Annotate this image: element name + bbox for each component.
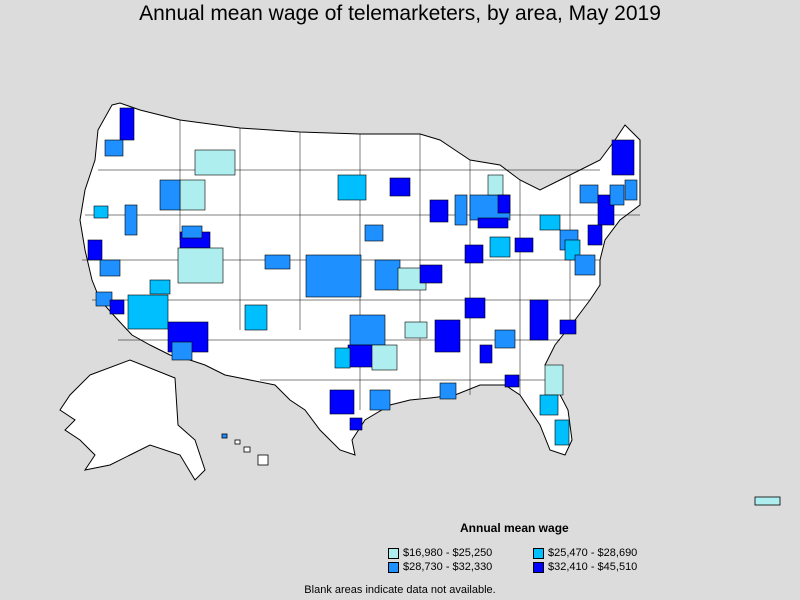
legend-item-4: $32,410 - $45,510 (533, 561, 637, 573)
footnote: Blank areas indicate data not available. (304, 584, 496, 596)
legend-label-4: $32,410 - $45,510 (548, 561, 638, 573)
legend-swatch-2 (533, 547, 544, 559)
legend-title: Annual mean wage (460, 521, 569, 535)
legend-swatch-4 (533, 561, 544, 573)
legend-label-3: $28,730 - $32,330 (403, 561, 493, 573)
map-title: Annual mean wage of telemarketers, by ar… (139, 2, 661, 25)
legend-swatch-3 (388, 561, 399, 573)
legend-item-2: $25,470 - $28,690 (533, 547, 637, 559)
legend-label-2: $25,470 - $28,690 (548, 547, 638, 559)
area-polygons (87, 107, 638, 446)
hawaii-shape (221, 433, 269, 466)
legend-swatch-1 (388, 547, 399, 559)
legend-label-1: $16,980 - $25,250 (403, 547, 493, 559)
legend-item-3: $28,730 - $32,330 (388, 561, 492, 573)
puerto-rico-shape (754, 496, 781, 506)
alaska-shape (59, 359, 206, 481)
legend-item-1: $16,980 - $25,250 (388, 547, 492, 559)
